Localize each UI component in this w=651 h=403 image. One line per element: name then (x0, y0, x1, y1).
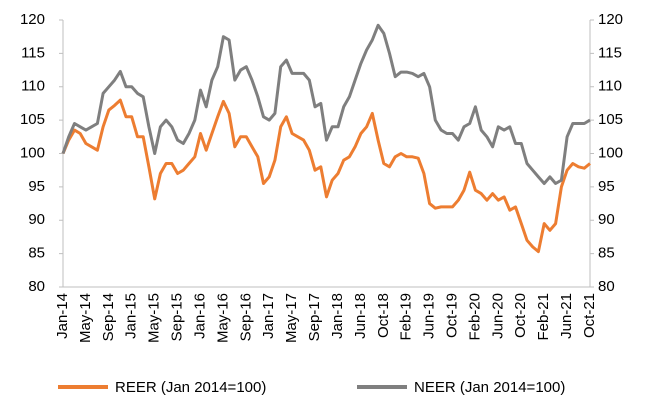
y-tick-label: 105 (20, 111, 45, 128)
series-line (61, 98, 591, 254)
x-tick-label: May-14 (77, 293, 94, 343)
x-tick-label: Sep-14 (100, 293, 117, 341)
x-tick-label: Feb-21 (535, 293, 552, 341)
x-tick-label: May-15 (146, 293, 163, 343)
y2-tick-label: 105 (598, 111, 623, 128)
y2-tick-label: 80 (598, 278, 615, 295)
x-tick-label: Jan-15 (123, 293, 140, 339)
x-tick-label: Sep-17 (306, 293, 323, 341)
y-tick-label: 85 (28, 245, 45, 262)
x-tick-label: Jan-17 (260, 293, 277, 339)
x-tick-label: Jun-18 (352, 293, 369, 339)
x-tick-label: Sep-15 (169, 293, 186, 341)
x-tick-label: Jun-20 (489, 293, 506, 339)
legend-label: NEER (Jan 2014=100) (414, 379, 565, 396)
series-line (61, 23, 591, 185)
x-tick-label: Oct-21 (581, 293, 598, 338)
y-tick-label: 100 (20, 144, 45, 161)
y2-tick-label: 90 (598, 211, 615, 228)
y2-tick-label: 110 (598, 78, 622, 95)
x-tick-label: Oct-20 (512, 293, 529, 338)
y-tick-label: 110 (21, 78, 45, 95)
x-tick-label: Jan-16 (191, 293, 208, 339)
y2-tick-label: 95 (598, 178, 615, 195)
x-tick-label: Oct-19 (443, 293, 460, 338)
x-tick-label: Jan-14 (54, 293, 71, 339)
y-tick-label: 120 (20, 11, 45, 28)
y2-tick-label: 100 (598, 144, 623, 161)
x-tick-label: Sep-16 (237, 293, 254, 341)
x-tick-label: Jan-18 (329, 293, 346, 339)
y-tick-label: 90 (28, 211, 45, 228)
legend-label: REER (Jan 2014=100) (115, 379, 266, 396)
x-tick-label: Feb-19 (398, 293, 415, 341)
x-tick-label: Feb-20 (466, 293, 483, 341)
y-tick-label: 95 (28, 178, 45, 195)
y-tick-label: 80 (28, 278, 45, 295)
y2-tick-label: 120 (598, 11, 623, 28)
y-tick-label: 115 (21, 44, 45, 61)
x-tick-label: May-16 (214, 293, 231, 343)
x-tick-label: Oct-18 (375, 293, 392, 338)
x-tick-label: May-17 (283, 293, 300, 343)
y2-tick-label: 115 (598, 44, 622, 61)
x-tick-label: Jun-19 (421, 293, 438, 339)
x-tick-label: Jun-21 (558, 293, 575, 339)
y2-tick-label: 85 (598, 245, 615, 262)
